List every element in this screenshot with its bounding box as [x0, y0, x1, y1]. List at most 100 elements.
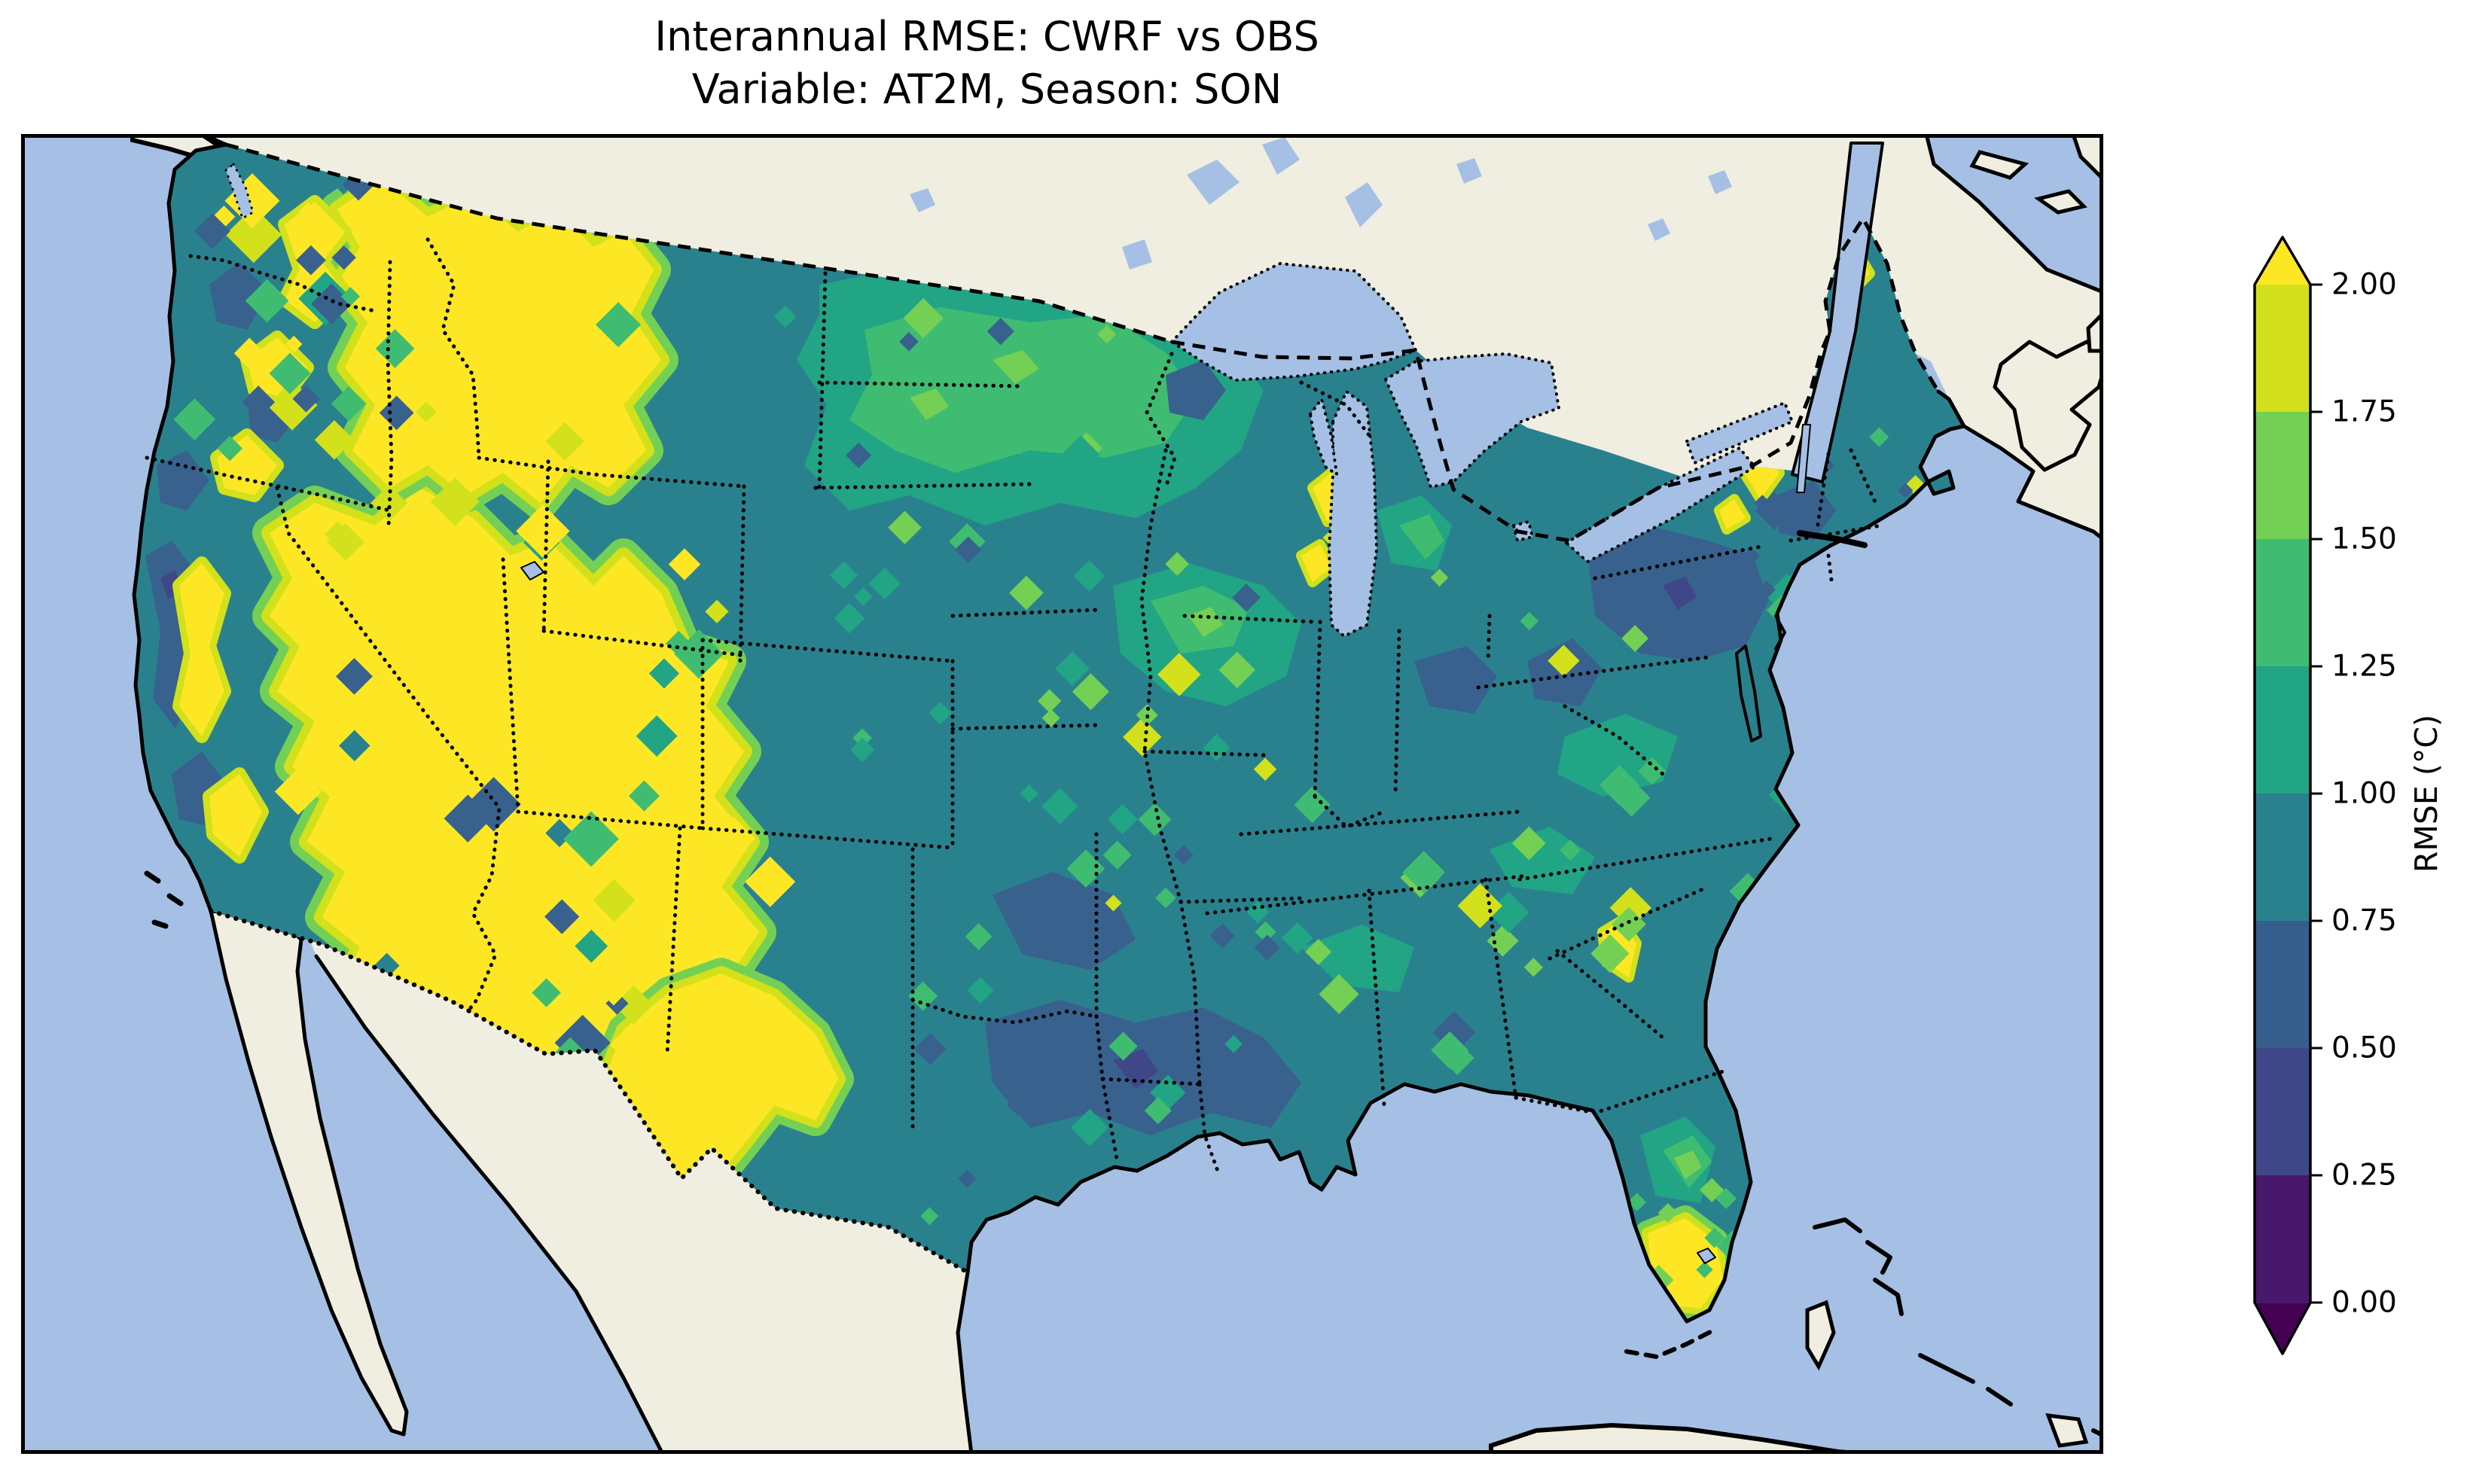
baja-california — [209, 909, 409, 1437]
figure-title-line2: Variable: AT2M, Season: SON — [691, 66, 1282, 113]
contour-speckle — [331, 169, 356, 195]
contour-speckle — [1520, 611, 1538, 631]
contour-speckle — [668, 548, 701, 580]
mexico-pacific-coast — [314, 954, 665, 1454]
contour-speckle — [269, 352, 311, 395]
contour-speckle — [1627, 1193, 1647, 1211]
lake-huron — [1384, 352, 1560, 489]
contour-speckle — [834, 602, 865, 634]
contour-speckle — [430, 477, 480, 526]
contour-speckle — [224, 173, 280, 229]
contour-speckle — [1061, 435, 1100, 474]
lake-erie — [1565, 446, 1756, 563]
green-bay — [1309, 398, 1338, 476]
contour-speckle — [374, 952, 400, 979]
contour-speckle — [298, 202, 318, 222]
contour-speckle — [292, 385, 320, 413]
contour-speckle — [1255, 921, 1276, 943]
florida-keys — [1624, 1328, 1715, 1359]
gulf-st-lawrence-north-shore — [1924, 134, 2103, 294]
contour-speckle — [637, 1056, 666, 1086]
contour-speckle — [1209, 923, 1235, 949]
contour-speckle — [1319, 974, 1359, 1014]
contour-speckle — [1041, 788, 1078, 824]
colorbar-body — [2253, 236, 2312, 1355]
colorbar-tick-label: 0.25 — [2331, 1159, 2397, 1193]
contour-speckle — [899, 332, 919, 352]
contour-speckle — [1253, 757, 1277, 782]
contour-speckle — [398, 643, 428, 674]
contour-speckle — [225, 206, 282, 264]
contour-speckle — [648, 658, 680, 689]
contour-speckle — [1611, 907, 1646, 942]
contour-speckle — [1523, 958, 1543, 977]
contour-speckle — [1073, 560, 1105, 592]
contour-speckle — [1173, 845, 1194, 865]
colorbar-axis-label: RMSE (°C) — [2408, 715, 2444, 873]
contour-speckle — [774, 305, 797, 328]
contour-speckle — [285, 335, 303, 353]
contour-speckle — [1246, 900, 1270, 924]
colorbar-tick-label: 0.75 — [2331, 904, 2397, 938]
contour-speckle — [868, 568, 901, 600]
contour-speckle — [423, 645, 453, 675]
rmse-zone-1p50-1p75 — [910, 350, 1702, 1179]
contour-speckle — [1066, 849, 1105, 888]
contour-speckle — [1488, 891, 1529, 934]
contour-speckle — [444, 794, 492, 843]
contour-speckle — [194, 213, 230, 249]
great-lakes — [224, 142, 1884, 1264]
contour-speckle — [1144, 1097, 1172, 1125]
us-rmse-map — [21, 134, 2103, 1454]
contour-speckle — [311, 283, 352, 325]
contour-speckle — [1005, 425, 1036, 456]
contour-speckle — [1041, 708, 1060, 727]
lake-michigan — [1328, 390, 1378, 638]
contour-speckle — [489, 660, 529, 701]
cuba — [1489, 1422, 1868, 1454]
colorbar-ticks — [2310, 283, 2322, 1304]
puget-sound — [224, 163, 255, 220]
mexico-gulf-coast — [956, 1270, 974, 1454]
lake-ontario — [1685, 401, 1794, 465]
contour-speckle — [705, 599, 729, 623]
contour-speckle — [965, 922, 993, 950]
coastlines — [132, 134, 2103, 1454]
north-america-land — [130, 134, 2103, 1454]
contour-speckle — [712, 816, 756, 861]
contour-speckle — [1704, 1227, 1725, 1248]
colorbar-tick-label: 1.75 — [2331, 395, 2397, 429]
contour-speckle — [1402, 851, 1446, 894]
contour-speckle — [1072, 673, 1109, 711]
contour-speckle — [903, 297, 944, 339]
contour-speckle — [1898, 483, 1914, 498]
contour-speckle — [1560, 840, 1581, 861]
contour-speckle — [1071, 1108, 1109, 1147]
contour-speckle — [745, 856, 796, 907]
contour-speckle — [1054, 651, 1090, 687]
contour-speckle — [331, 245, 356, 270]
contour-speckle — [850, 737, 875, 762]
canada-small-lakes — [910, 137, 1732, 270]
andros-island — [1805, 1300, 1836, 1371]
contour-speckle — [967, 977, 994, 1004]
us-pacific-coast — [132, 142, 228, 913]
contour-speckle — [339, 730, 371, 762]
colorbar-tick-label: 1.25 — [2331, 650, 2397, 684]
channel-islands — [144, 870, 184, 929]
contour-speckle — [1758, 580, 1776, 599]
contour-speckle — [955, 536, 982, 563]
great-inagua — [2045, 1413, 2089, 1448]
nova-scotia — [1993, 340, 2103, 472]
contour-speckle — [958, 1169, 977, 1188]
newfoundland-corner — [2071, 134, 2103, 182]
contour-speckle — [1715, 1187, 1737, 1209]
contour-speckle — [326, 523, 364, 561]
contour-speckle — [1612, 779, 1651, 817]
contour-speckle — [1431, 1031, 1469, 1069]
border-us-mexico — [209, 909, 970, 1275]
canada-land — [202, 134, 2103, 539]
contour-speckle — [846, 442, 871, 468]
contour-speckle — [1155, 887, 1176, 909]
